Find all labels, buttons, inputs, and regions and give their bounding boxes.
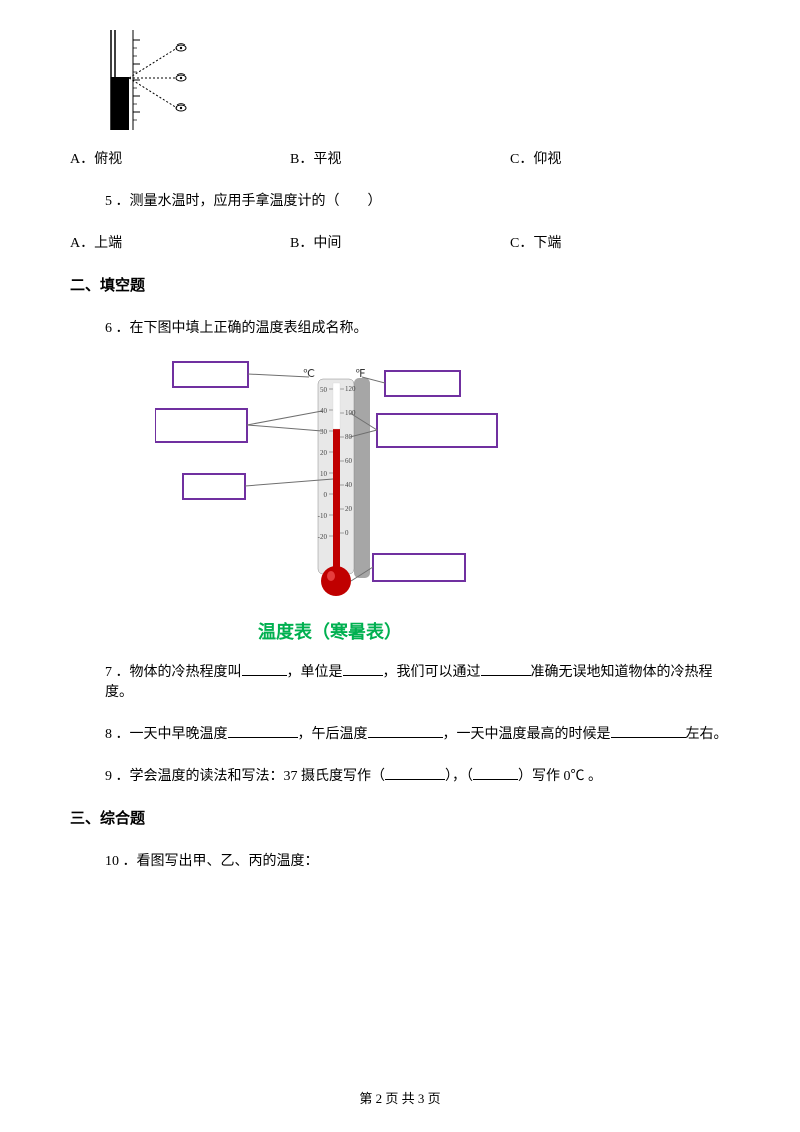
q8-p2: ，午后温度: [298, 727, 368, 742]
thermometer-diagram: ℃ ℉ 50 40 30 20 10 0 -10 -20 120 100 80 …: [155, 359, 505, 639]
section-3-title: 三、综合题: [70, 807, 730, 828]
q8-blank3: [611, 724, 686, 738]
svg-text:50: 50: [320, 386, 328, 394]
q7-blank3: [481, 662, 531, 676]
q7-p1: 7 ．物体的冷热程度叫: [105, 665, 242, 680]
q7-p3: ，我们可以通过: [383, 665, 481, 680]
section-2-title: 二、填空题: [70, 274, 730, 295]
q4-options: A．俯视 B．平视 C．仰视: [70, 148, 730, 168]
q8-blank2: [368, 724, 443, 738]
q9-blank2: [473, 766, 518, 780]
svg-text:10: 10: [320, 470, 328, 478]
svg-text:-20: -20: [318, 533, 328, 541]
thermo-caption: 温度表（寒暑表）: [155, 618, 505, 644]
q4-opt-a: A．俯视: [70, 148, 290, 168]
q5-opt-b: B．中间: [290, 232, 510, 252]
svg-text:℃: ℃: [303, 368, 315, 380]
q4-opt-b: B．平视: [290, 148, 510, 168]
q4-opt-c: C．仰视: [510, 148, 561, 168]
q7-blank2: [343, 662, 383, 676]
svg-text:-10: -10: [318, 512, 328, 520]
q9-p1: 9 ．学会温度的读法和写法：37 摄氏度写作（: [105, 769, 385, 784]
q9-p2: ），（: [445, 769, 473, 784]
svg-text:0: 0: [324, 491, 328, 499]
q9: 9 ．学会温度的读法和写法：37 摄氏度写作（ ），（ ）写作 0℃ 。: [105, 765, 730, 785]
q5-opt-c: C．下端: [510, 232, 561, 252]
svg-text:60: 60: [345, 457, 353, 465]
q6-text: 6 ．在下图中填上正确的温度表组成名称。: [105, 317, 730, 337]
q5-text: 5 ．测量水温时，应用手拿温度计的（ ）: [105, 190, 730, 210]
q9-p3: ）写作 0℃ 。: [518, 769, 602, 784]
svg-text:20: 20: [345, 505, 353, 513]
q7-p2: ，单位是: [287, 665, 343, 680]
q7-blank1: [242, 662, 287, 676]
q5-opt-a: A．上端: [70, 232, 290, 252]
q7: 7 ．物体的冷热程度叫，单位是，我们可以通过准确无误地知道物体的冷热程度。: [105, 661, 730, 701]
page-footer: 第 2 页 共 3 页: [0, 1088, 800, 1107]
q8-blank1: [228, 724, 298, 738]
svg-text:40: 40: [345, 481, 353, 489]
svg-text:20: 20: [320, 449, 328, 457]
svg-text:120: 120: [345, 385, 356, 393]
q8-p3: ，一天中温度最高的时候是: [443, 727, 611, 742]
q10-text: 10 ．看图写出甲、乙、丙的温度：: [105, 850, 730, 870]
svg-text:0: 0: [345, 529, 349, 537]
q8: 8 ．一天中早晚温度 ，午后温度 ，一天中温度最高的时候是 左右。: [105, 723, 730, 743]
scale-eye-diagram: [105, 30, 190, 130]
q8-p4: 左右。: [686, 727, 728, 742]
q8-p1: 8 ．一天中早晚温度: [105, 727, 228, 742]
svg-text:℉: ℉: [355, 368, 365, 380]
q9-blank1: [385, 766, 445, 780]
svg-text:30: 30: [320, 428, 328, 436]
q5-options: A．上端 B．中间 C．下端: [70, 232, 730, 252]
